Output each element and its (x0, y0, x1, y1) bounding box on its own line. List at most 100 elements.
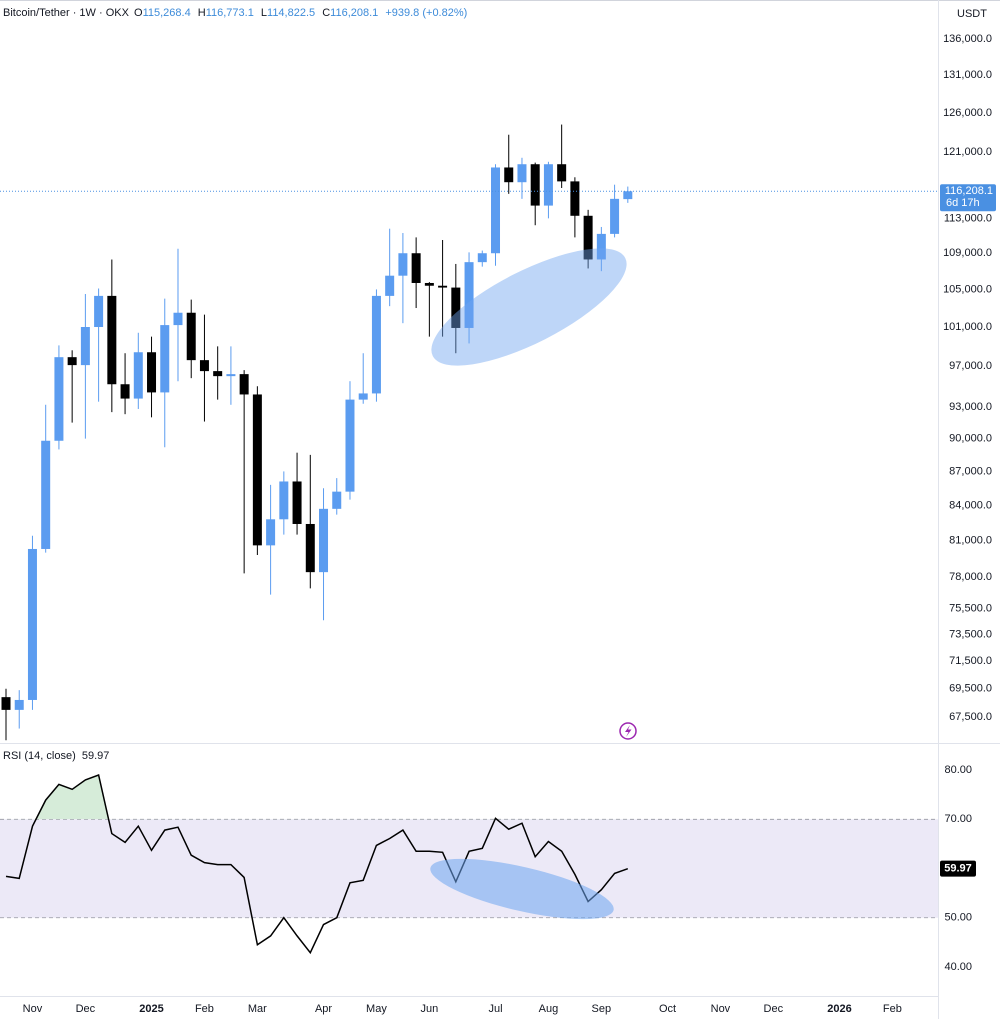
rsi-last-value: 59.97 (81, 750, 110, 762)
x-tick-label: Aug (539, 1003, 559, 1015)
candle-body (530, 164, 540, 206)
candle-body (385, 275, 395, 296)
price-badge (940, 184, 996, 212)
rsi-title: RSI (14, close) (3, 750, 76, 762)
candle-body (54, 357, 64, 441)
candle-body (120, 384, 130, 399)
candle-body (80, 327, 90, 366)
candle-body (438, 285, 448, 288)
candle-body (133, 352, 143, 399)
symbol-header: Bitcoin/Tether · 1W · OKX O115,268.4 H11… (3, 7, 471, 19)
candle-body (424, 282, 434, 286)
candle-body (358, 393, 368, 400)
ohlc-close: 116,208.1 (330, 7, 379, 19)
countdown-label: 6d 17h (946, 197, 980, 209)
candle-body (345, 399, 355, 492)
y-tick-label: 109,000.0 (943, 247, 992, 259)
y-tick-label: 50.00 (944, 912, 972, 924)
y-tick-label: 126,000.0 (943, 107, 992, 119)
x-tick-label: Jul (488, 1003, 502, 1015)
candle-body (305, 523, 315, 573)
candle-body (94, 295, 104, 328)
overlay: 116,208.16d 17h 59.97 (940, 184, 996, 877)
candle-body (147, 352, 157, 393)
candle-body (371, 295, 381, 394)
y-tick-label: 90,000.0 (949, 433, 992, 445)
candle-body (252, 394, 262, 546)
candle-body (292, 481, 302, 524)
highlight-ellipse (430, 858, 614, 920)
y-tick-label: 70.00 (944, 813, 972, 825)
candle-body (266, 519, 276, 546)
x-tick-label: 2026 (827, 1003, 851, 1015)
rsi-badge (940, 860, 976, 877)
candle-body (186, 312, 196, 361)
overbought-fill (6, 775, 628, 820)
candle-body (477, 253, 487, 263)
ohlc-high: 116,773.1 (205, 7, 254, 19)
candle-body (41, 440, 51, 549)
y-tick-label: 80.00 (944, 764, 972, 776)
y-tick-label: 81,000.0 (949, 534, 992, 546)
ohlc-change: +939.8 (+0.82%) (385, 7, 468, 19)
candle-body (67, 357, 77, 366)
ohlc-low: 114,822.5 (267, 7, 316, 19)
y-tick-label: 113,000.0 (944, 212, 992, 224)
y-tick-label: 105,000.0 (943, 283, 992, 295)
x-tick-label: 2025 (139, 1003, 163, 1015)
ohlc-key: L (260, 7, 268, 19)
rsi-line (5, 773, 629, 955)
candle-body (199, 360, 209, 372)
candle-body (610, 198, 620, 234)
y-tick-label: 121,000.0 (943, 146, 992, 158)
rsi-header: RSI (14, close) 59.97 (3, 750, 109, 762)
candle-body (173, 312, 183, 326)
y-tick-label: 136,000.0 (943, 33, 992, 45)
ohlc-open: 115,268.4 (142, 7, 191, 19)
y-tick-label: 101,000.0 (943, 321, 992, 333)
price-badge-label: 116,208.1 (945, 185, 993, 197)
x-tick-label: Jun (420, 1003, 438, 1015)
x-tick-label: Sep (592, 1003, 612, 1015)
x-tick-label: Dec (76, 1003, 96, 1015)
lightning-icon[interactable] (619, 722, 637, 740)
highlight-ellipse (431, 248, 627, 366)
y-tick-label: 71,500.0 (949, 655, 992, 667)
candle-body (1, 697, 11, 710)
candle-body (491, 167, 501, 254)
candle-body (27, 548, 37, 700)
x-tick-label: Feb (883, 1003, 902, 1015)
y-tick-label: 40.00 (944, 961, 972, 973)
candle-body (411, 253, 421, 283)
price-pane: 136,000.0 131,000.0 126,000.0 121,000.0 113,… (0, 33, 992, 1015)
y-tick-label: 84,000.0 (949, 499, 992, 511)
candle-body (464, 262, 474, 328)
ohlc-key: O (134, 7, 143, 19)
candle-body (239, 374, 249, 395)
x-tick-label: Oct (659, 1003, 676, 1015)
y-tick-label: 67,500.0 (949, 711, 992, 723)
y-tick-label: 73,500.0 (949, 629, 992, 641)
y-tick-label: 78,000.0 (949, 571, 992, 583)
candle-body (596, 233, 606, 260)
symbol-title: Bitcoin/Tether · 1W · OKX (3, 7, 129, 19)
candle-body (517, 164, 527, 183)
ohlc-key: C (322, 7, 331, 19)
currency-label: USDT (957, 8, 987, 20)
x-tick-label: Feb (195, 1003, 214, 1015)
y-tick-label: 97,000.0 (949, 360, 992, 372)
y-tick-label: 69,500.0 (949, 683, 992, 695)
y-tick-label: 93,000.0 (949, 401, 992, 413)
candle-body (398, 253, 408, 276)
x-tick-label: Dec (764, 1003, 784, 1015)
candle-body (451, 287, 461, 328)
y-tick-label: 131,000.0 (943, 69, 992, 81)
candle-body (107, 295, 117, 385)
candle-body (279, 481, 289, 520)
x-tick-label: May (366, 1003, 387, 1015)
x-tick-label: Apr (315, 1003, 332, 1015)
y-tick-label: 75,500.0 (949, 603, 992, 615)
candle-body (543, 164, 553, 206)
